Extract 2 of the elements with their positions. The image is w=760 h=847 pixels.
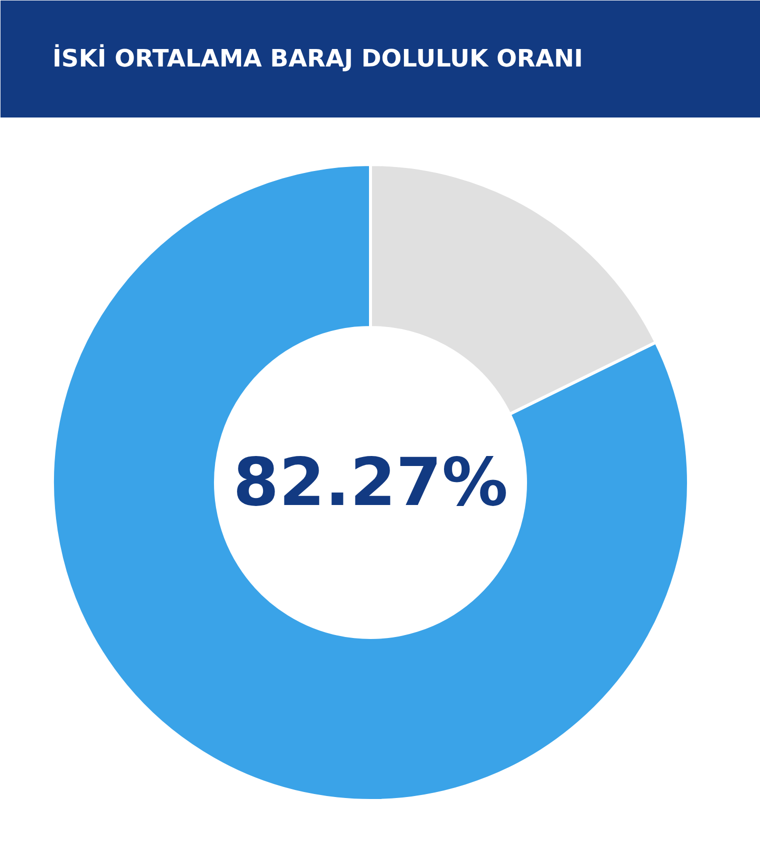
text: 82.27% xyxy=(233,444,508,521)
chart-title: İSKİ ORTALAMA BARAJ DOLULUK ORANI xyxy=(52,44,583,72)
